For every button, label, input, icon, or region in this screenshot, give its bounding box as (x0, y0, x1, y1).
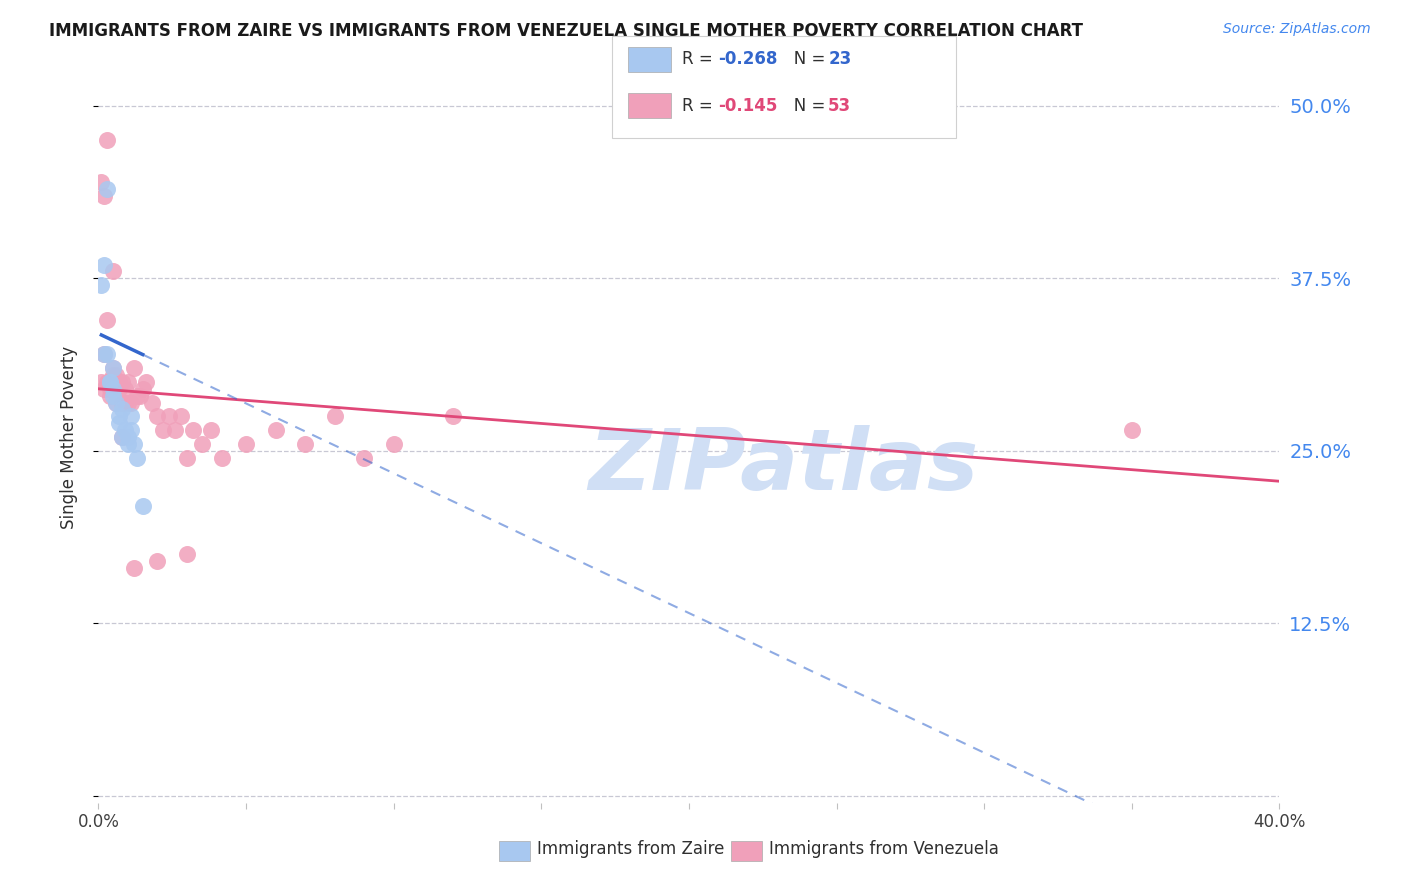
Point (105, 395, 128, 409)
Point (98, 375, 121, 389)
Point (120, 423, 142, 437)
Point (103, 264, 125, 278)
Point (93, 347, 115, 361)
Text: Immigrants from Zaire: Immigrants from Zaire (537, 840, 724, 858)
Text: IMMIGRANTS FROM ZAIRE VS IMMIGRANTS FROM VENEZUELA SINGLE MOTHER POVERTY CORRELA: IMMIGRANTS FROM ZAIRE VS IMMIGRANTS FROM… (49, 22, 1083, 40)
Point (165, 423, 187, 437)
Point (108, 382, 131, 396)
Point (157, 409, 180, 424)
Point (211, 450, 233, 465)
Point (122, 437, 145, 451)
Point (122, 361, 145, 376)
Point (111, 430, 134, 444)
Point (103, 389, 125, 403)
Point (125, 389, 148, 403)
Text: R =: R = (682, 50, 718, 68)
Point (98, 389, 121, 403)
Point (111, 395, 134, 409)
Point (98, 375, 121, 389)
Point (353, 450, 375, 465)
Point (96, 347, 118, 361)
Point (294, 437, 316, 451)
Point (117, 375, 139, 389)
Point (103, 361, 125, 376)
Text: R =: R = (682, 96, 718, 115)
Point (117, 395, 139, 409)
Text: -0.145: -0.145 (718, 96, 778, 115)
Text: 53: 53 (828, 96, 851, 115)
Point (176, 450, 198, 465)
Point (152, 423, 174, 437)
Point (141, 395, 163, 409)
Point (111, 402, 134, 417)
Point (1121, 423, 1143, 437)
Point (191, 437, 214, 451)
Point (125, 450, 148, 465)
Point (120, 409, 142, 424)
Point (146, 554, 169, 568)
Point (90, 375, 112, 389)
Point (323, 409, 346, 424)
Point (382, 437, 405, 451)
Point (90, 175, 112, 189)
Point (103, 361, 125, 376)
Point (235, 437, 257, 451)
Point (105, 395, 128, 409)
Point (96, 133, 118, 147)
Point (93, 188, 115, 202)
Point (105, 368, 128, 382)
Point (128, 389, 150, 403)
Text: Immigrants from Venezuela: Immigrants from Venezuela (769, 840, 998, 858)
Point (114, 382, 136, 396)
Text: N =: N = (778, 96, 830, 115)
Text: N =: N = (778, 50, 830, 68)
Point (170, 409, 193, 424)
Point (132, 499, 155, 513)
Point (114, 395, 136, 409)
Point (111, 375, 134, 389)
Point (98, 382, 121, 396)
Point (98, 375, 121, 389)
Point (117, 437, 139, 451)
Point (181, 423, 204, 437)
Text: ZIPatlas: ZIPatlas (588, 425, 979, 508)
Point (96, 375, 118, 389)
Point (122, 561, 145, 575)
Point (93, 347, 115, 361)
Y-axis label: Single Mother Poverty: Single Mother Poverty (59, 345, 77, 529)
Point (120, 395, 142, 409)
Point (200, 423, 222, 437)
Point (90, 278, 112, 293)
Point (108, 409, 131, 424)
Point (264, 423, 287, 437)
Point (117, 430, 139, 444)
Point (108, 417, 131, 431)
Point (96, 312, 118, 326)
Point (146, 409, 169, 424)
Point (111, 430, 134, 444)
Point (132, 382, 155, 396)
Text: -0.268: -0.268 (718, 50, 778, 68)
Point (96, 182, 118, 196)
Point (93, 382, 115, 396)
Point (135, 375, 157, 389)
Point (114, 423, 136, 437)
Point (108, 375, 131, 389)
Point (93, 258, 115, 272)
Point (441, 409, 464, 424)
Point (103, 368, 125, 382)
Point (103, 382, 125, 396)
Text: Source: ZipAtlas.com: Source: ZipAtlas.com (1223, 22, 1371, 37)
Text: 23: 23 (828, 50, 852, 68)
Point (176, 548, 198, 562)
